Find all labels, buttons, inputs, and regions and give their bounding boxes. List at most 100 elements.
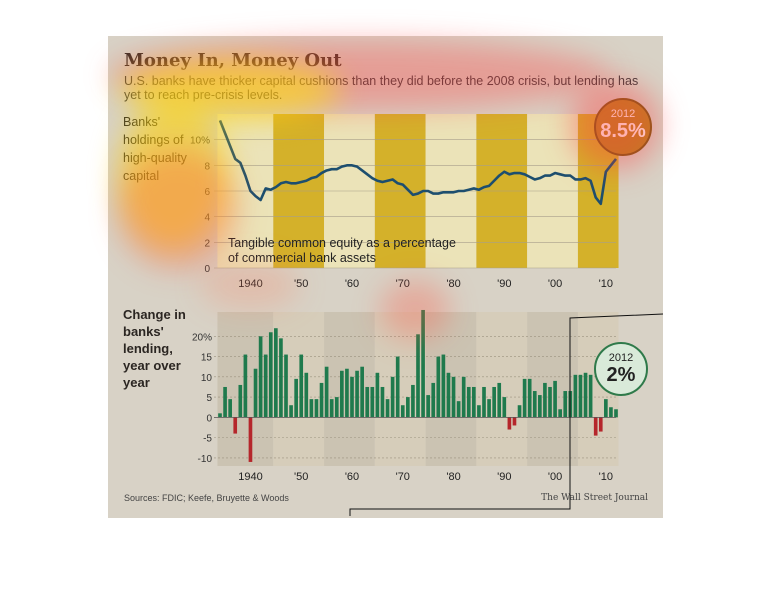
bottom-x-tick-label: '60	[345, 471, 359, 483]
equity-series-line	[218, 119, 618, 206]
lending-bar	[385, 399, 390, 418]
bottom-y-tick-label: -5	[203, 434, 212, 445]
lending-bar	[370, 386, 375, 418]
lending-bar	[218, 413, 222, 418]
lending-bar	[563, 391, 568, 418]
bottom-y-tick-label: 0	[206, 413, 212, 424]
lending-bar	[477, 405, 481, 418]
bottom-y-tick-label: 20%	[192, 332, 212, 343]
lending-bar	[375, 372, 380, 418]
top-chart-note: Tangible common equity as a percentage o…	[228, 236, 456, 266]
bottom-x-tick-label: '90	[497, 471, 511, 483]
annotation-frame	[349, 313, 664, 516]
lending-bar	[304, 372, 309, 418]
source-note: Sources: FDIC; Keefe, Bruyette & Woods	[124, 493, 289, 503]
lending-bar	[243, 354, 248, 418]
lending-bar	[279, 338, 283, 418]
bottom-callout: 2012 2%	[594, 342, 648, 396]
lending-bar	[507, 417, 512, 430]
lending-bar	[466, 386, 471, 418]
lending-bar	[324, 366, 329, 418]
lending-bar	[258, 336, 263, 418]
lending-bar	[573, 374, 578, 418]
lending-bar	[248, 417, 253, 462]
lending-bar	[558, 409, 562, 418]
top-note-line2: of commercial bank assets	[228, 251, 376, 265]
lending-bar	[512, 417, 517, 426]
top-callout-year: 2012	[610, 108, 636, 120]
credit-note: The Wall Street Journal	[541, 493, 648, 503]
lending-bar	[411, 384, 415, 418]
lending-bar	[395, 356, 400, 418]
lending-bar	[238, 384, 243, 418]
lending-bar	[400, 405, 405, 418]
lending-bar	[456, 401, 461, 418]
lending-bar	[472, 386, 476, 418]
lending-bar	[233, 417, 238, 434]
lending-bar	[334, 397, 339, 418]
lending-bar	[593, 417, 598, 436]
lending-bar	[268, 332, 273, 418]
lending-bar	[299, 354, 304, 418]
lending-bar	[274, 328, 278, 418]
bottom-x-tick-label: 1940	[238, 471, 262, 483]
top-note-line1: Tangible common equity as a percentage	[228, 236, 456, 250]
bottom-y-tick-label: 10	[201, 373, 213, 384]
top-y-tick-label: 6	[204, 187, 210, 198]
bottom-x-tick-label: '50	[294, 471, 308, 483]
bottom-x-tick-label: '80	[446, 471, 460, 483]
top-x-tick-label: '50	[294, 278, 308, 290]
lending-bar	[284, 354, 288, 418]
top-x-tick-label: '70	[396, 278, 410, 290]
top-x-tick-label: '80	[446, 278, 460, 290]
bottom-y-tick-label: 5	[206, 393, 212, 404]
lending-bar	[497, 382, 502, 418]
lending-bar	[421, 309, 425, 418]
lending-bar	[329, 399, 334, 418]
lending-bar	[228, 399, 232, 418]
lending-bar	[314, 399, 319, 418]
lending-bar	[426, 395, 430, 418]
top-x-tick-label: '90	[497, 278, 511, 290]
top-side-label: Banks' holdings of high-quality capital	[123, 115, 187, 183]
lending-bar	[360, 366, 364, 418]
bottom-y-tick-label: 15	[201, 353, 213, 364]
lending-bar	[527, 378, 532, 418]
lending-bar	[532, 391, 537, 418]
lending-bar	[289, 405, 293, 418]
bottom-side-label: Change in banks' lending, year over year	[123, 307, 186, 390]
lending-bar	[487, 399, 491, 418]
chart-subtitle: U.S. banks have thicker capital cushions…	[124, 74, 639, 102]
lending-bar	[406, 397, 410, 418]
lending-bar	[390, 376, 395, 418]
lending-bar	[350, 376, 354, 418]
lending-bar	[492, 386, 496, 418]
lending-bar	[263, 354, 268, 418]
lending-bar	[253, 368, 258, 418]
lending-bar	[345, 368, 349, 418]
top-x-tick-label: '60	[345, 278, 359, 290]
lending-bar	[482, 386, 486, 418]
lending-bar	[365, 386, 370, 418]
lending-bar	[517, 405, 522, 418]
top-x-tick-label: 1940	[238, 278, 262, 290]
top-callout-value: 8.5%	[600, 120, 646, 142]
top-y-tick-label: 2	[204, 238, 210, 249]
top-x-tick-label: '00	[548, 278, 562, 290]
lending-bar	[578, 374, 583, 418]
lending-bar	[309, 399, 314, 418]
lending-bar	[451, 376, 456, 418]
top-y-tick-label: 4	[204, 213, 210, 224]
lending-bar	[340, 370, 344, 418]
bottom-y-tick-label: -10	[198, 454, 213, 465]
lending-bar	[548, 386, 552, 418]
lending-bar	[553, 380, 557, 418]
lending-bar	[380, 386, 385, 418]
top-x-tick-label: '10	[599, 278, 613, 290]
lending-bar	[446, 372, 451, 418]
top-y-tick-label: 8	[204, 161, 210, 172]
chart-title: Money In, Money Out	[124, 50, 342, 71]
lending-bar	[614, 409, 618, 418]
lending-bar	[294, 378, 298, 418]
lending-bar	[436, 356, 441, 418]
